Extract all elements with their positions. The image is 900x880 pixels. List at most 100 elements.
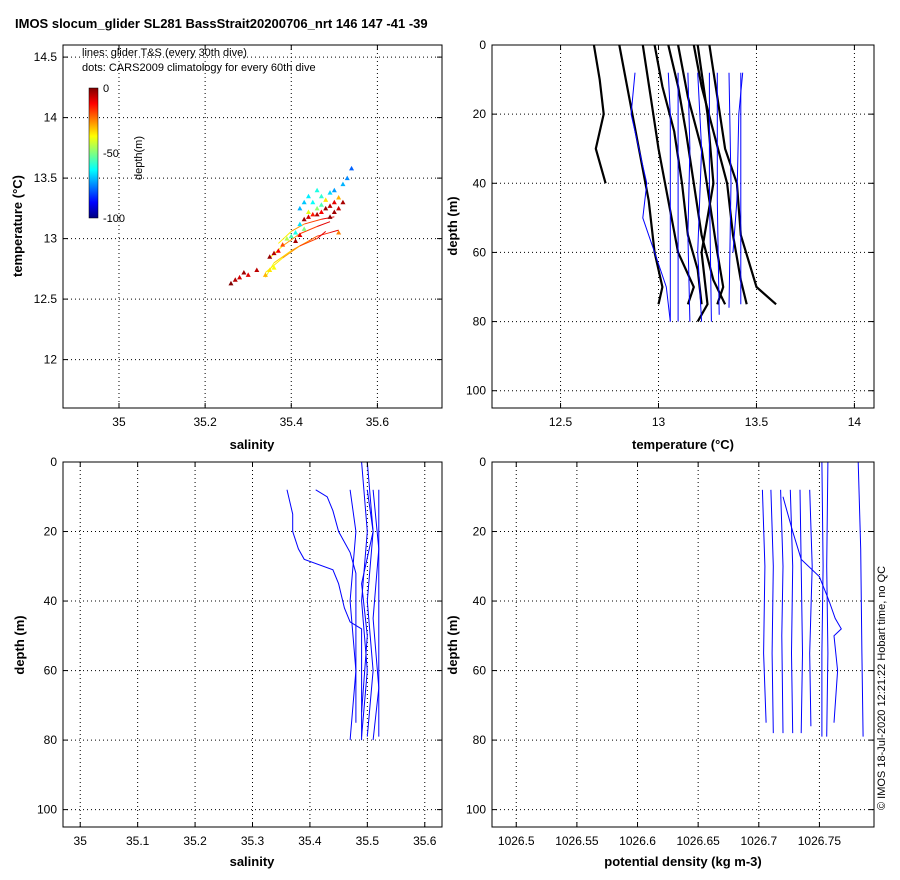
climatology-point [323, 205, 329, 211]
x-tick-label: 35 [74, 834, 88, 848]
colorbar-gradient [88, 87, 99, 219]
x-tick-label: 35.3 [241, 834, 265, 848]
x-tick-label: 35.6 [413, 834, 437, 848]
ts-marks [228, 165, 355, 286]
x-tick-label: 1026.65 [676, 834, 720, 848]
x-tick-label: 1026.6 [619, 834, 656, 848]
climatology-point [344, 175, 350, 181]
ts-diagram-panel: 35 35.2 35.4 35.6 12 12.5 13 13.5 14 14.5 salinit… [10, 44, 443, 452]
glider-ts-segment [321, 216, 335, 220]
glider-profile-line [667, 72, 671, 322]
y-tick-label: 40 [473, 176, 487, 190]
density-marks [761, 461, 864, 737]
ts-x-axis-label: salinity [230, 437, 276, 452]
x-tick-label: 13 [652, 415, 666, 429]
temperature-ticks: 12.5 13 13.5 14 0 20 40 60 80 100 [466, 38, 874, 429]
climatology-point [349, 165, 355, 171]
figure-title: IMOS slocum_glider SL281 BassStrait20200… [15, 16, 428, 31]
climatology-point [280, 242, 286, 247]
temperature-y-axis-label: depth (m) [445, 196, 460, 255]
glider-profile-line [697, 72, 703, 322]
glider-ts-segment [273, 250, 292, 264]
glider-profile-line [799, 489, 804, 734]
climatology-point [336, 194, 342, 200]
climatology-point [305, 193, 311, 199]
y-tick-label: 100 [466, 384, 486, 398]
x-tick-label: 13.5 [745, 415, 769, 429]
glider-profile-line [315, 489, 357, 723]
glider-profile-line [826, 461, 829, 737]
climatology-point [336, 205, 342, 211]
y-tick-label: 0 [479, 38, 486, 52]
glider-profile-line [728, 72, 732, 308]
salinity-x-axis-label: salinity [230, 854, 276, 869]
y-tick-label: 100 [37, 803, 57, 817]
x-tick-label: 14 [848, 415, 862, 429]
glider-profile-line [372, 489, 380, 741]
x-tick-label: 35.2 [183, 834, 207, 848]
climatology-point [293, 238, 299, 244]
glider-profile-line [349, 489, 357, 741]
y-tick-label: 60 [473, 664, 487, 678]
glider-profile-line [630, 72, 671, 322]
climatology-point [284, 236, 290, 241]
climatology-point [301, 216, 307, 222]
climatology-profile-line [592, 44, 607, 184]
x-tick-label: 35.6 [366, 415, 390, 429]
glider-profile-line [809, 489, 813, 727]
climatology-point [254, 267, 260, 273]
y-tick-label: 100 [466, 803, 486, 817]
y-tick-label: 14.5 [34, 50, 58, 64]
y-tick-label: 60 [473, 245, 487, 259]
temperature-x-axis-label: temperature (°C) [632, 437, 734, 452]
climatology-point [327, 214, 333, 219]
x-tick-label: 12.5 [549, 415, 573, 429]
colorbar-label: depth(m) [133, 136, 145, 180]
density-y-axis-label: depth (m) [445, 615, 460, 674]
climatology-point [241, 269, 247, 275]
climatology-point [301, 199, 307, 205]
glider-profile-line [716, 72, 720, 315]
density-ticks: 1026.5 1026.55 1026.6 1026.65 1026.7 1026.75 0… [466, 455, 874, 848]
glider-ts-segment [269, 245, 283, 259]
climatology-point [314, 205, 320, 211]
y-tick-label: 80 [44, 733, 58, 747]
climatology-point [228, 280, 234, 286]
climatology-point [331, 199, 337, 205]
glider-profile-line [782, 496, 842, 723]
climatology-point [275, 248, 281, 253]
climatology-point [297, 221, 303, 227]
climatology-point [318, 202, 324, 207]
glider-ts-segment [299, 226, 318, 235]
y-tick-label: 40 [44, 594, 58, 608]
depth-colorbar: 0 -50 -100 depth(m) [88, 83, 145, 225]
x-tick-label: 35.1 [126, 834, 150, 848]
climatology-point [293, 230, 299, 235]
climatology-point [305, 209, 311, 214]
climatology-point [262, 272, 268, 277]
glider-profile-line [687, 72, 691, 322]
salinity-profile-panel: 35 35.1 35.2 35.3 35.4 35.5 35.6 0 20 40 60 80 100 s… [12, 455, 443, 869]
climatology-point [314, 187, 320, 193]
salinity-ticks: 35 35.1 35.2 35.3 35.4 35.5 35.6 0 20 40 60 80 100 [37, 455, 442, 848]
glider-ts-segment [316, 232, 331, 237]
temperature-profile-panel: 12.5 13 13.5 14 0 20 40 60 80 100 temperature (°C… [445, 38, 875, 452]
glider-profile-line [366, 461, 374, 737]
glider-profile-line [361, 461, 368, 737]
climatology-point [318, 193, 324, 199]
climatology-point [314, 211, 320, 217]
colorbar-tick-0: 0 [103, 83, 109, 95]
legend-line-climatology: dots: CARS2009 climatology for every 60t… [82, 62, 316, 74]
temperature-marks [592, 44, 777, 323]
climatology-profile-line [641, 44, 695, 305]
x-tick-label: 35.4 [280, 415, 304, 429]
climatology-point [327, 190, 333, 195]
y-tick-label: 12 [44, 353, 58, 367]
climatology-point [318, 209, 324, 214]
y-tick-label: 20 [473, 525, 487, 539]
colorbar-tick-100: -100 [103, 213, 125, 225]
y-tick-label: 80 [473, 315, 487, 329]
ts-axes-frame [62, 44, 443, 409]
climatology-point [288, 233, 294, 239]
climatology-point [237, 274, 243, 280]
